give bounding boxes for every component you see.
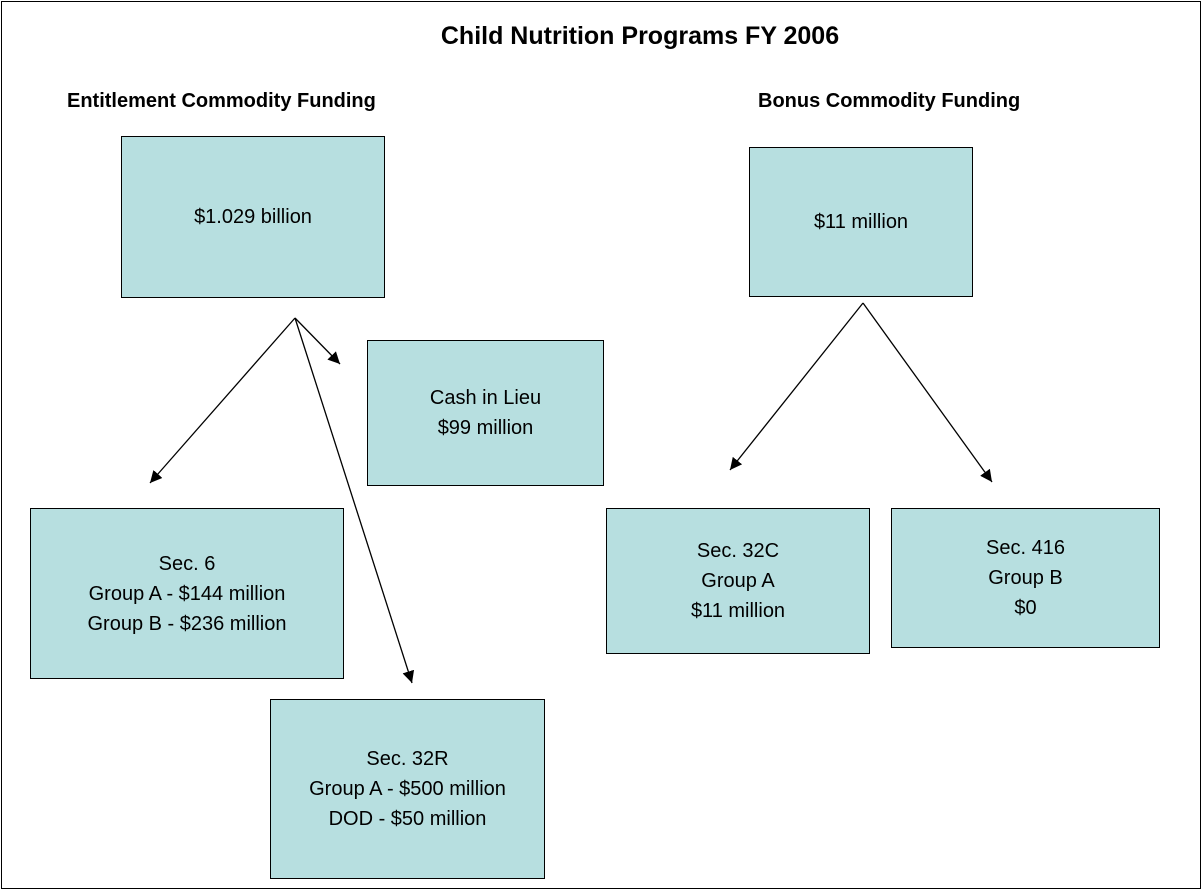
title: Child Nutrition Programs FY 2006 bbox=[440, 22, 840, 50]
section-heading: Bonus Commodity Funding bbox=[758, 90, 1021, 112]
node-text: $99 million bbox=[437, 417, 534, 439]
node-text: Sec. 32R bbox=[366, 748, 449, 770]
node-text: Group B - $236 million bbox=[87, 612, 287, 635]
node-text: $0 bbox=[1014, 597, 1037, 619]
arrow bbox=[862, 302, 993, 483]
arrow bbox=[149, 317, 296, 484]
node-text: $1.029 billion bbox=[194, 206, 312, 228]
node-text: Group B bbox=[988, 567, 1063, 589]
node-text: DOD - $50 million bbox=[328, 808, 487, 830]
node: Cash in Lieu $99 million bbox=[367, 340, 604, 486]
arrow bbox=[294, 317, 341, 365]
node-text: Sec. 6 bbox=[158, 552, 216, 575]
node-text: Group A - $500 million bbox=[309, 778, 506, 800]
node: $11 million bbox=[749, 147, 973, 297]
node-text: Cash in Lieu bbox=[429, 387, 542, 409]
node: Sec. 6 Group A - $144 million Group B - $2… bbox=[30, 508, 344, 679]
node-text: Group A - $144 million bbox=[88, 582, 286, 605]
node-text: Group A bbox=[701, 570, 775, 592]
arrow bbox=[294, 317, 415, 684]
node-text: $11 million bbox=[813, 211, 909, 233]
node-text: Sec. 416 bbox=[986, 537, 1065, 559]
section-heading: Entitlement Commodity Funding bbox=[67, 90, 376, 112]
node-text: $11 million bbox=[690, 600, 786, 622]
node-text: Sec. 32C bbox=[696, 540, 780, 562]
node: Sec. 416 Group B $0 bbox=[891, 508, 1160, 648]
node: Sec. 32C Group A $11 million bbox=[606, 508, 870, 654]
node: $1.029 billion bbox=[121, 136, 385, 298]
arrow bbox=[729, 302, 864, 471]
node: Sec. 32R Group A - $500 million DOD - $50 … bbox=[270, 699, 545, 879]
